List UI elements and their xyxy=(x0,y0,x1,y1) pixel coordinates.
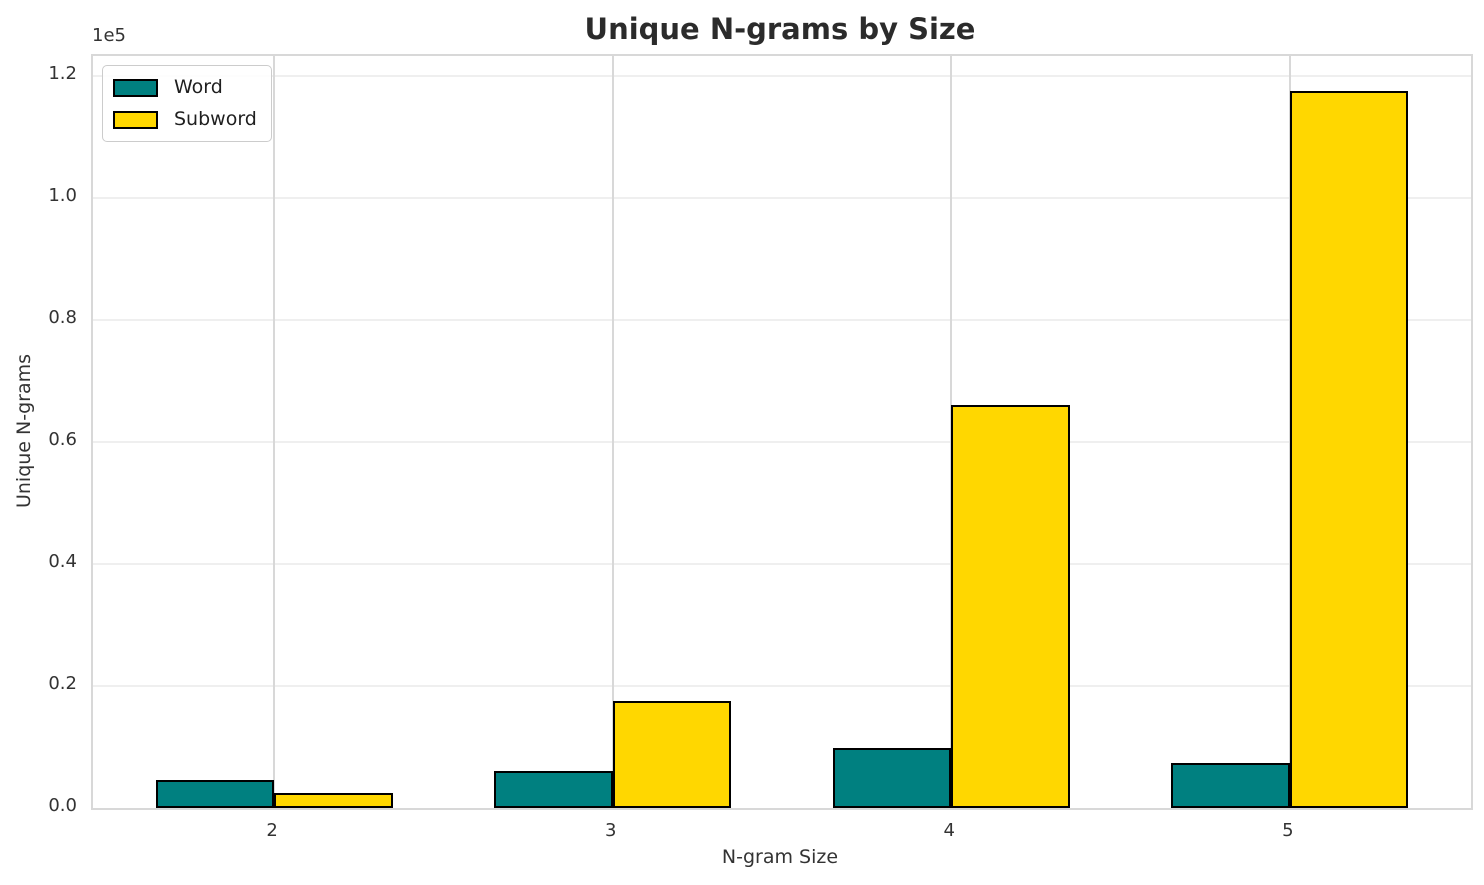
gridline-horizontal xyxy=(93,197,1471,200)
x-tick-label: 5 xyxy=(1282,820,1294,841)
gridline-vertical xyxy=(273,56,276,808)
bar-subword-5 xyxy=(1289,90,1409,808)
x-tick-label: 4 xyxy=(943,820,955,841)
y-tick-label: 1.0 xyxy=(48,185,77,207)
gridline-horizontal xyxy=(93,563,1471,566)
bar-subword-4 xyxy=(951,405,1070,808)
gridline-horizontal xyxy=(93,319,1471,322)
y-tick-label: 1.2 xyxy=(48,63,77,85)
legend: Word Subword xyxy=(102,65,272,142)
y-tick-label: 0.0 xyxy=(48,795,77,816)
gridline-horizontal xyxy=(93,441,1471,444)
x-tick-label: 2 xyxy=(266,820,278,841)
gridline-vertical xyxy=(611,56,614,808)
word-swatch-icon xyxy=(113,78,158,97)
bar-subword-3 xyxy=(612,701,732,808)
bar-word-5 xyxy=(1171,763,1290,808)
bar-word-4 xyxy=(832,748,952,808)
bar-word-3 xyxy=(494,770,613,808)
y-tick-label: 0.8 xyxy=(48,307,77,329)
y-tick-label: 0.4 xyxy=(48,551,77,573)
gridline-horizontal xyxy=(93,685,1471,688)
y-axis-offset-text: 1e5 xyxy=(92,25,126,46)
legend-row-word: Word xyxy=(113,76,257,99)
x-tick-label: 3 xyxy=(604,820,617,841)
legend-label-subword: Subword xyxy=(174,108,257,130)
y-tick-label: 0.2 xyxy=(48,673,77,695)
y-tick-label: 0.6 xyxy=(48,429,77,451)
chart-title: Unique N-grams by Size xyxy=(584,12,976,46)
x-axis-label: N-gram Size xyxy=(721,846,839,868)
plot-area: Word Subword xyxy=(91,54,1473,810)
gridline-horizontal xyxy=(93,75,1471,78)
bar-word-2 xyxy=(155,779,275,808)
bar-subword-2 xyxy=(274,793,393,808)
subword-swatch-icon xyxy=(113,110,158,129)
legend-row-subword: Subword xyxy=(113,108,257,131)
legend-label-word: Word xyxy=(174,76,223,98)
